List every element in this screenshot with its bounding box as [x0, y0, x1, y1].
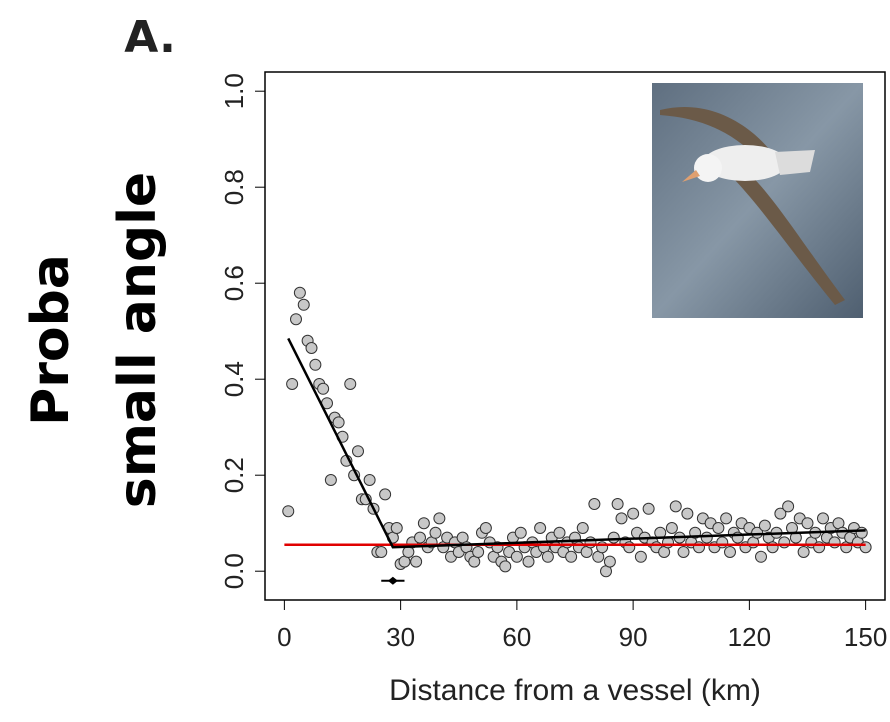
point — [553, 526, 566, 539]
point — [758, 519, 771, 532]
point — [479, 522, 492, 534]
fit-line — [287, 337, 866, 549]
point — [611, 498, 624, 510]
point — [379, 488, 392, 501]
point — [755, 550, 767, 563]
point — [297, 298, 310, 311]
point — [390, 522, 403, 534]
point — [433, 512, 446, 525]
point — [414, 531, 426, 544]
point — [859, 541, 872, 554]
point — [499, 560, 512, 573]
point — [817, 512, 829, 525]
point — [615, 512, 628, 525]
point — [293, 286, 306, 299]
point — [541, 550, 554, 563]
point — [665, 522, 678, 534]
y-axis-label: Proba — [21, 254, 81, 426]
point — [766, 541, 779, 554]
breakpoint — [387, 576, 398, 585]
point — [669, 500, 682, 513]
point — [317, 382, 330, 395]
point — [813, 541, 826, 554]
point — [375, 546, 388, 558]
y-axis-label: small angle — [108, 172, 168, 508]
x-tick-label: 30 — [386, 622, 415, 652]
point — [782, 500, 795, 513]
point — [305, 342, 318, 354]
point — [623, 541, 636, 554]
point — [693, 541, 705, 554]
point — [410, 555, 423, 568]
y-tick-label: 0.4 — [219, 361, 249, 397]
point — [286, 378, 299, 390]
point — [522, 555, 535, 568]
point — [607, 531, 620, 544]
point — [565, 550, 578, 563]
point — [774, 507, 787, 520]
point — [627, 507, 640, 520]
point — [828, 536, 841, 549]
point — [801, 517, 814, 530]
point — [724, 546, 736, 558]
point — [700, 531, 713, 544]
point — [712, 522, 725, 534]
x-tick-label: 60 — [502, 622, 531, 652]
point — [514, 526, 527, 539]
point — [363, 474, 376, 486]
y-tick-label: 0.8 — [219, 169, 249, 205]
point — [634, 550, 647, 563]
point — [344, 378, 357, 390]
point — [596, 541, 609, 554]
point — [324, 474, 337, 486]
y-tick-label: 1.0 — [219, 73, 249, 109]
point — [510, 550, 523, 563]
point — [282, 505, 295, 518]
point — [417, 517, 430, 530]
x-tick-label: 150 — [844, 622, 887, 652]
point — [797, 546, 810, 558]
point — [352, 445, 364, 458]
point — [309, 358, 322, 371]
point — [855, 526, 868, 539]
x-tick-label: 0 — [277, 622, 291, 652]
plot-frame — [264, 71, 886, 601]
point — [290, 313, 302, 326]
point — [681, 507, 694, 520]
point — [720, 512, 733, 525]
y-tick-label: 0.2 — [219, 457, 249, 493]
point — [429, 526, 442, 539]
x-axis-label: Distance from a vessel (km) — [389, 674, 761, 707]
panel-label: A. — [124, 12, 176, 63]
x-tick-label: 120 — [728, 622, 771, 652]
point — [584, 536, 597, 549]
inset-photo — [652, 83, 863, 318]
point — [642, 502, 655, 515]
point — [677, 546, 690, 558]
point — [472, 546, 485, 558]
point — [603, 555, 616, 568]
point — [576, 522, 589, 534]
y-tick-label: 0.6 — [219, 265, 249, 301]
x-tick-label: 90 — [619, 622, 648, 652]
y-tick-label: 0.0 — [219, 553, 249, 589]
point — [716, 536, 729, 549]
point — [332, 416, 345, 429]
point — [534, 522, 547, 534]
point — [778, 536, 791, 549]
point — [588, 498, 601, 510]
